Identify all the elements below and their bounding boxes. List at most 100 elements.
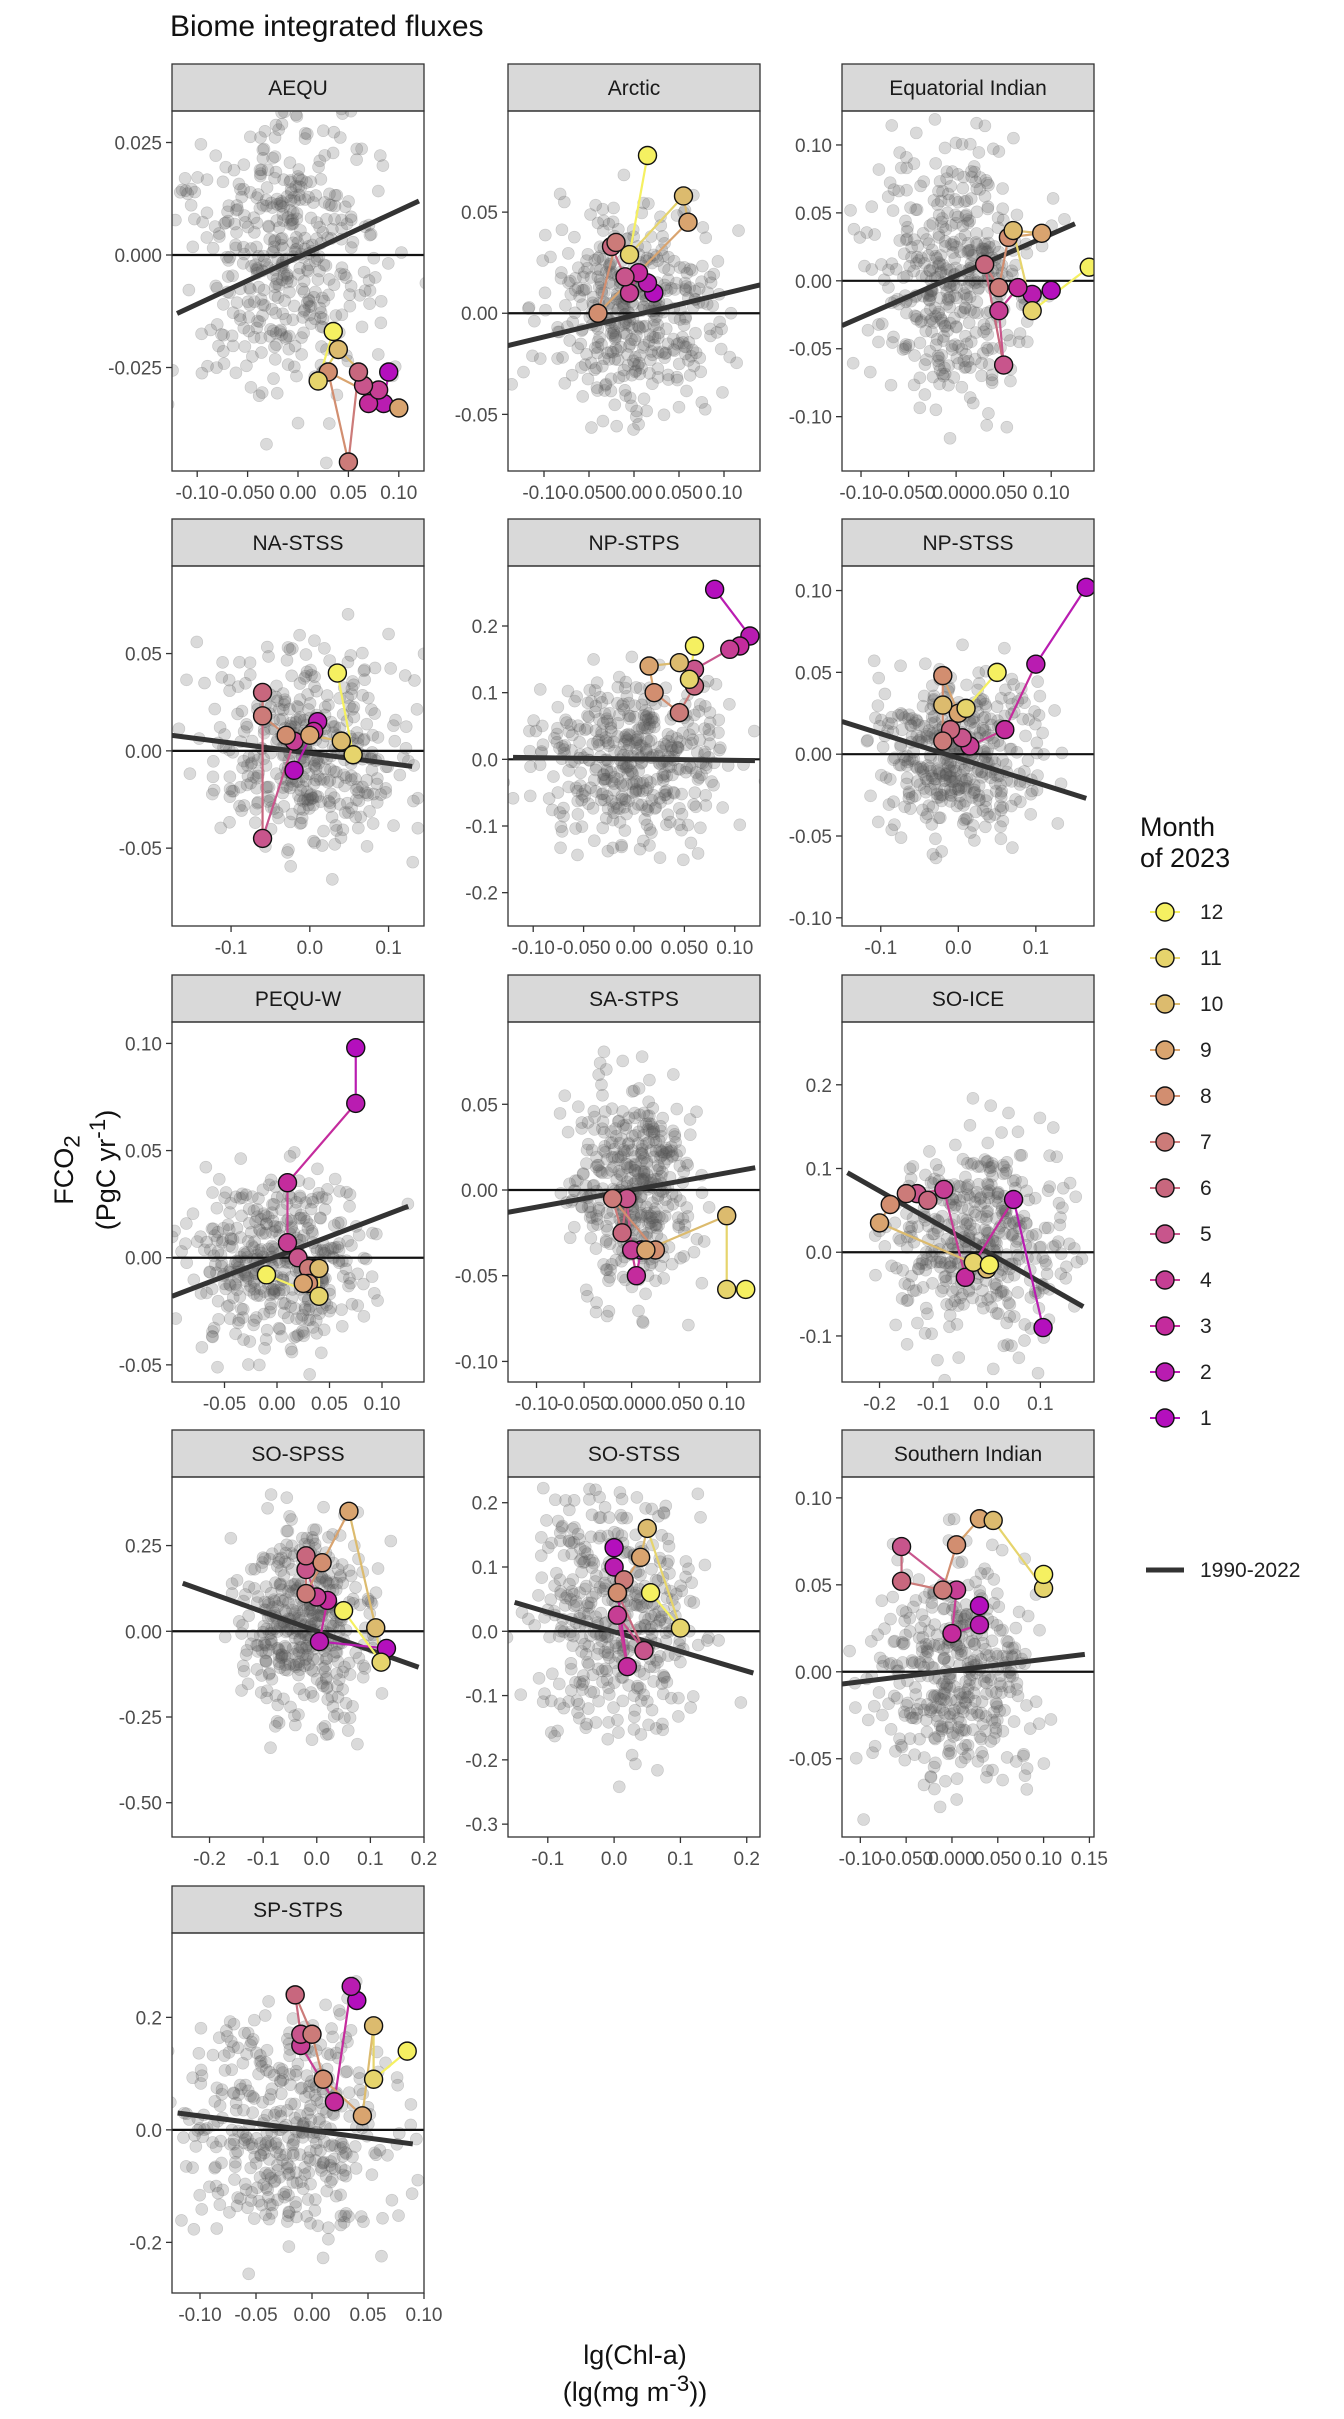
background-point: [318, 1665, 332, 1678]
background-point: [923, 264, 937, 278]
background-point: [321, 1693, 335, 1706]
panel-content: [842, 577, 1094, 865]
background-point: [885, 717, 898, 731]
month-7-point: [989, 277, 1009, 298]
background-point: [562, 780, 575, 794]
background-point: [623, 729, 637, 742]
background-point: [675, 787, 688, 801]
background-point: [982, 407, 995, 420]
background-point: [667, 786, 680, 799]
background-point: [945, 764, 958, 778]
background-point: [240, 778, 254, 792]
background-point: [961, 216, 975, 230]
background-point: [407, 794, 420, 808]
background-point: [594, 1606, 608, 1620]
background-point: [670, 337, 684, 351]
background-point: [1048, 1239, 1062, 1252]
background-point: [899, 214, 912, 228]
background-point: [508, 378, 518, 391]
background-point: [653, 740, 666, 754]
background-point: [689, 766, 703, 779]
background-point: [996, 202, 1009, 216]
background-point: [632, 764, 646, 777]
background-point: [313, 1211, 327, 1225]
background-point: [643, 1216, 657, 1230]
background-point: [678, 261, 691, 274]
background-point: [230, 296, 244, 309]
background-point: [326, 1242, 340, 1255]
background-point: [617, 703, 631, 716]
background-point: [698, 699, 712, 713]
background-point: [335, 213, 348, 227]
background-point: [562, 764, 575, 777]
background-point: [965, 170, 979, 184]
background-point: [625, 1143, 639, 1157]
background-point: [230, 203, 243, 217]
background-point: [958, 781, 971, 795]
background-point: [312, 757, 325, 770]
background-point: [658, 767, 671, 780]
background-point: [233, 1191, 247, 1205]
background-point: [677, 1250, 691, 1263]
background-point: [945, 1255, 958, 1268]
background-point: [619, 389, 633, 402]
background-point: [305, 668, 318, 682]
background-point: [331, 1240, 344, 1254]
background-point: [972, 789, 986, 802]
background-point: [218, 1630, 232, 1644]
background-point: [274, 1579, 287, 1592]
background-point: [343, 1271, 356, 1285]
background-point: [593, 263, 607, 277]
background-point: [253, 315, 266, 329]
background-point: [635, 739, 648, 752]
background-point: [577, 1606, 591, 1620]
background-point: [917, 782, 931, 795]
background-point: [553, 1526, 567, 1540]
background-point: [314, 795, 327, 808]
month-12-point: [327, 663, 348, 683]
background-point: [639, 1287, 652, 1301]
background-point: [643, 367, 656, 380]
background-point: [933, 363, 947, 377]
background-point: [313, 264, 326, 278]
background-point: [291, 416, 305, 430]
background-point: [557, 1701, 571, 1715]
month-5-point: [993, 355, 1014, 375]
month-5-point: [615, 267, 635, 287]
background-point: [320, 1680, 334, 1694]
background-point: [624, 1160, 638, 1174]
background-point: [955, 343, 969, 356]
background-point: [932, 351, 946, 365]
background-point: [300, 127, 314, 141]
background-point: [633, 322, 647, 335]
background-point: [697, 1235, 711, 1248]
background-point: [235, 1187, 249, 1201]
background-point: [910, 775, 924, 788]
month-9-point: [1031, 223, 1052, 243]
background-point: [304, 175, 318, 189]
background-point: [596, 253, 610, 266]
background-point: [1007, 1310, 1021, 1323]
background-point: [600, 790, 614, 803]
background-point: [209, 149, 223, 162]
background-point: [215, 671, 229, 684]
background-point: [1005, 799, 1018, 813]
background-point: [646, 348, 659, 362]
background-point: [1003, 1310, 1016, 1323]
background-point: [229, 238, 242, 252]
background-point: [254, 169, 267, 183]
background-point: [614, 1150, 628, 1163]
background-point: [275, 1650, 289, 1664]
background-point: [1024, 787, 1038, 801]
background-point: [695, 768, 708, 782]
background-point: [963, 214, 977, 228]
background-point: [344, 649, 358, 662]
background-point: [647, 1150, 661, 1164]
background-point: [589, 1610, 603, 1624]
month-2-point: [1003, 1189, 1024, 1210]
background-point: [647, 248, 661, 262]
background-point: [591, 1218, 604, 1231]
background-point: [270, 1642, 284, 1655]
background-point: [617, 363, 631, 377]
background-point: [288, 1648, 301, 1661]
